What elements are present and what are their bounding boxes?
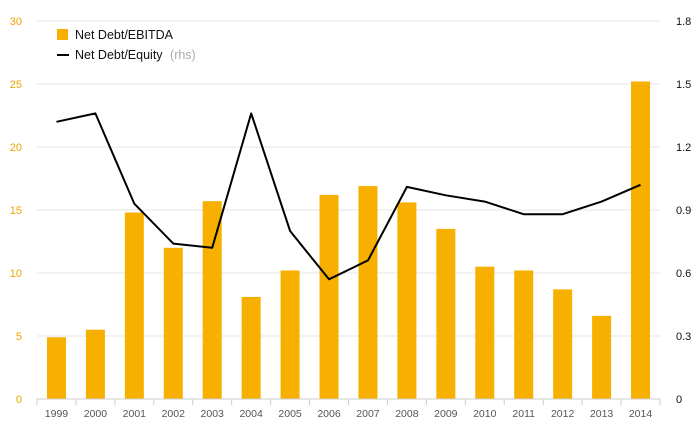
left-tick-label: 0 [16,394,22,406]
x-tick-label: 2007 [356,408,380,420]
right-tick-label: 1.8 [676,16,691,28]
x-tick-label: 2010 [473,408,497,420]
x-tick-label: 2008 [395,408,419,420]
x-tick-label: 2013 [590,408,614,420]
right-tick-label: 0.6 [676,268,691,280]
left-tick-label: 15 [10,205,22,217]
bar-2000 [85,329,105,399]
bar-2012 [553,289,573,399]
bar-2013 [592,315,612,399]
x-axis-ticks: 1999 2000 2001 2002 2003 2004 2005 2006 2007 2008… [45,408,653,420]
right-tick-label: 1.5 [676,79,691,91]
bar-2011 [514,270,534,399]
legend-label-equity-name: Net Debt/Equity [75,48,163,62]
bar-2001 [124,212,144,399]
x-tick-label: 2006 [317,408,341,420]
left-tick-label: 25 [10,79,22,91]
line-series-equity [56,112,641,281]
bars-net-debt-ebitda [46,81,651,399]
x-tick-label: 2014 [629,408,653,420]
legend-label-equity: Net Debt/Equity (rhs) [75,48,196,62]
bar-1999 [46,337,66,399]
right-tick-label: 0.9 [676,205,691,217]
x-tick-label: 2005 [278,408,302,420]
bar-2009 [436,228,456,399]
bar-2003 [202,201,222,399]
bar-2014 [631,81,651,399]
x-tick-label: 2000 [84,408,108,420]
left-axis-ticks: 0 5 10 15 20 25 30 [10,16,22,406]
bar-2004 [241,296,261,399]
legend-swatch-ebitda [57,29,68,40]
right-tick-label: 1.2 [676,142,691,154]
bar-2010 [475,266,495,399]
x-tick-label: 2004 [239,408,263,420]
axes [36,398,661,405]
bar-2002 [163,247,183,399]
left-tick-label: 5 [16,331,22,343]
right-axis-ticks: 0 0.3 0.6 0.9 1.2 1.5 1.8 [676,16,691,406]
x-tick-label: 2011 [512,408,535,420]
legend: Net Debt/EBITDA Net Debt/Equity (rhs) [57,28,196,62]
x-tick-label: 2009 [434,408,458,420]
x-tick-label: 2012 [551,408,575,420]
bar-2006 [319,194,339,399]
right-tick-label: 0 [676,394,682,406]
bar-2007 [358,186,378,399]
left-tick-label: 20 [10,142,22,154]
left-tick-label: 30 [10,16,22,28]
legend-label-ebitda: Net Debt/EBITDA [75,28,174,42]
right-tick-label: 0.3 [676,331,691,343]
x-tick-label: 2001 [123,408,147,420]
x-tick-label: 1999 [45,408,69,420]
bar-2005 [280,270,300,399]
line-net-debt-equity [56,112,641,281]
left-tick-label: 10 [10,268,22,280]
x-tick-label: 2003 [201,408,225,420]
x-tick-label: 2002 [162,408,186,420]
legend-label-equity-note: (rhs) [170,48,196,62]
bar-2008 [397,202,417,399]
